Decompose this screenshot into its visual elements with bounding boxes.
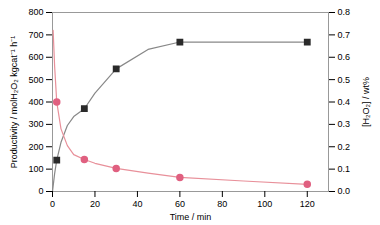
svg-text:0: 0 [38, 186, 43, 196]
svg-text:200: 200 [28, 142, 43, 152]
svg-text:60: 60 [175, 199, 185, 209]
svg-text:20: 20 [90, 199, 100, 209]
svg-text:700: 700 [28, 30, 43, 40]
svg-text:Productivity / molH₂O₂ kgcat⁻¹: Productivity / molH₂O₂ kgcat⁻¹ h⁻¹ [9, 36, 19, 169]
svg-text:0.1: 0.1 [338, 164, 351, 174]
svg-text:0.2: 0.2 [338, 142, 351, 152]
svg-text:0.3: 0.3 [338, 119, 351, 129]
svg-text:600: 600 [28, 52, 43, 62]
svg-text:0.4: 0.4 [338, 97, 351, 107]
svg-text:Time / min: Time / min [170, 212, 212, 222]
svg-text:100: 100 [28, 164, 43, 174]
svg-text:400: 400 [28, 97, 43, 107]
svg-text:100: 100 [257, 199, 272, 209]
svg-text:0.7: 0.7 [338, 30, 351, 40]
svg-text:500: 500 [28, 75, 43, 85]
svg-text:[H₂O₂] / wt%: [H₂O₂] / wt% [361, 77, 371, 127]
svg-text:0.6: 0.6 [338, 52, 351, 62]
svg-text:0.8: 0.8 [338, 7, 351, 17]
svg-text:300: 300 [28, 119, 43, 129]
svg-text:800: 800 [28, 7, 43, 17]
svg-text:0: 0 [50, 199, 55, 209]
svg-text:80: 80 [217, 199, 227, 209]
svg-text:40: 40 [132, 199, 142, 209]
svg-text:120: 120 [300, 199, 315, 209]
svg-text:0.0: 0.0 [338, 186, 351, 196]
svg-text:0.5: 0.5 [338, 75, 351, 85]
